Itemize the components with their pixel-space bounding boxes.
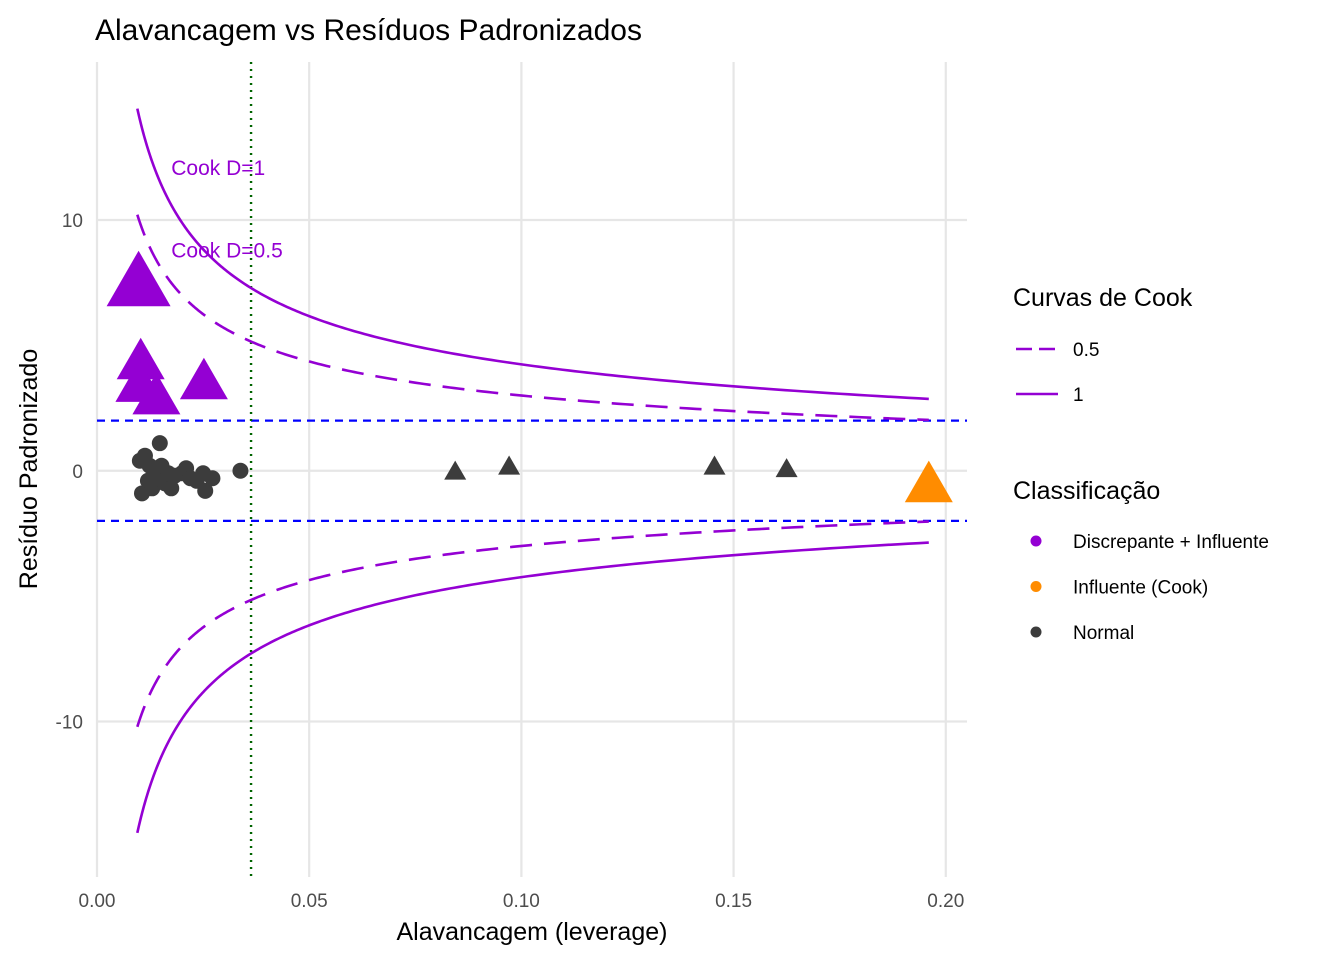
cook-label: Cook D=0.5 (171, 240, 282, 263)
y-tick-label: 0 (72, 462, 83, 483)
data-points (106, 250, 953, 503)
cook-curve (136, 108, 929, 401)
data-point (775, 458, 798, 478)
legend-label: 1 (1073, 385, 1084, 406)
annotations: Cook D=1 Cook D=0.5 (171, 157, 282, 263)
legend-label: Influente (Cook) (1073, 578, 1208, 599)
data-point (444, 460, 467, 480)
legend-title: Classificação (1013, 477, 1160, 505)
x-tick-label: 0.05 (291, 891, 328, 912)
chart-title: Alavancagem vs Resíduos Padronizados (95, 14, 642, 47)
legend-label: Discrepante + Influente (1073, 532, 1269, 553)
data-point (498, 455, 521, 475)
cook-curve (136, 520, 929, 728)
x-tick-label: 0.10 (503, 891, 540, 912)
axis-ticks: 0.00 0.05 0.10 0.15 0.20 -10 0 10 (56, 211, 965, 912)
y-tick-label: 10 (62, 211, 83, 232)
x-tick-label: 0.00 (79, 891, 116, 912)
data-point (106, 250, 171, 307)
cook-curves (136, 108, 929, 834)
cook-curve (136, 214, 929, 422)
legend-key-dot (1030, 626, 1042, 638)
y-tick-label: -10 (56, 713, 83, 734)
data-point (163, 480, 180, 497)
data-point (116, 337, 165, 380)
data-point (904, 460, 953, 503)
threshold-lines (97, 62, 967, 877)
y-axis-title: Resíduo Padronizado (15, 349, 43, 589)
data-point (204, 470, 221, 487)
data-point (232, 462, 249, 479)
legend-label: Normal (1073, 623, 1134, 644)
data-point (132, 372, 181, 415)
grid (95, 62, 967, 877)
legend-key-dot (1030, 535, 1042, 547)
cook-curve (136, 541, 929, 834)
legend-label: 0.5 (1073, 340, 1099, 361)
data-point (179, 357, 228, 400)
cook-label: Cook D=1 (171, 157, 265, 180)
legend-key-dot (1030, 581, 1042, 592)
x-tick-label: 0.15 (715, 891, 752, 912)
x-axis-title: Alavancagem (leverage) (397, 918, 668, 946)
data-point (197, 482, 214, 499)
x-tick-label: 0.20 (927, 891, 964, 912)
plot-panel: Cook D=1 Cook D=0.5 (95, 62, 967, 877)
legend-title: Curvas de Cook (1013, 284, 1193, 312)
data-point (703, 455, 726, 475)
data-point (151, 435, 168, 452)
legend: Curvas de Cook 0.5 1 Classificação Discrepan… (1013, 284, 1269, 644)
